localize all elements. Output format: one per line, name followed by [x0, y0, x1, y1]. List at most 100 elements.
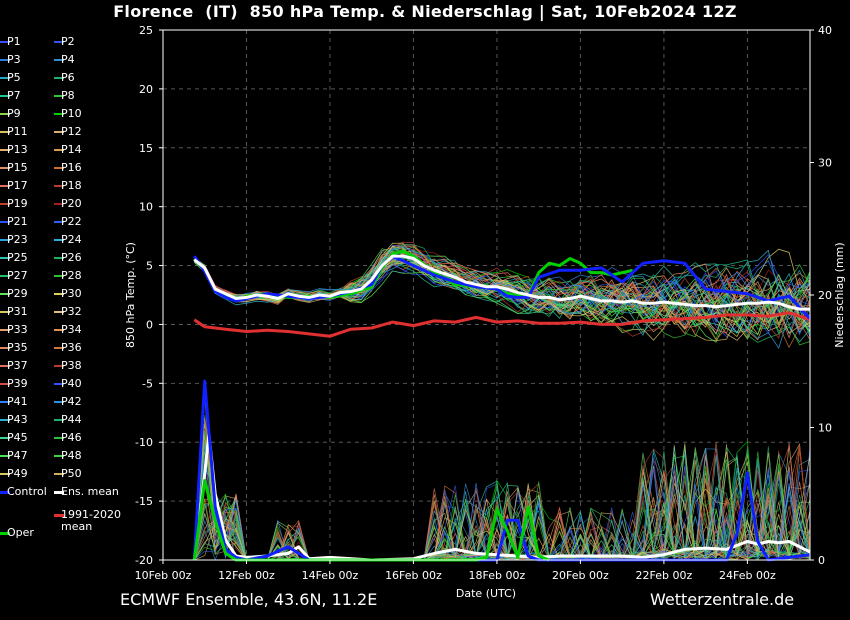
- legend-swatch: [54, 311, 64, 313]
- y-tick-label-right: 0: [818, 554, 825, 567]
- highlighted-series: [192, 249, 812, 562]
- legend-swatch: [0, 329, 10, 331]
- x-tick-label: 22Feb 00z: [636, 569, 693, 582]
- legend-label: P42: [61, 395, 82, 408]
- x-tick-label: 10Feb 00z: [135, 569, 192, 582]
- legend-label: P3: [7, 53, 21, 66]
- y-tick-label: 5: [146, 260, 153, 273]
- legend-swatch: [0, 401, 10, 403]
- legend-label: P39: [7, 377, 28, 390]
- precip-series-control: [192, 379, 811, 562]
- legend-label: P34: [61, 323, 82, 336]
- legend-swatch: [0, 311, 10, 313]
- legend-label: P38: [61, 359, 82, 372]
- y-axis-label: 850 hPa Temp. (°C): [124, 242, 137, 348]
- x-tick-label: 16Feb 00z: [385, 569, 442, 582]
- legend-swatch: [54, 514, 64, 518]
- legend-swatch: [0, 221, 10, 223]
- precip-series-oper: [192, 479, 550, 562]
- legend-label: P48: [61, 449, 82, 462]
- legend-label: P17: [7, 179, 28, 192]
- y-tick-label: -15: [135, 495, 153, 508]
- legend-swatch: [0, 455, 10, 457]
- legend-label: P24: [61, 233, 82, 246]
- x-tick-label: 14Feb 00z: [302, 569, 359, 582]
- legend-label: P5: [7, 71, 21, 84]
- y-tick-label-right: 20: [818, 289, 832, 302]
- legend-swatch: [0, 167, 10, 169]
- legend-label: P8: [61, 89, 75, 102]
- legend-label: P23: [7, 233, 28, 246]
- legend-label: P31: [7, 305, 28, 318]
- legend-swatch: [54, 383, 64, 385]
- legend-label: P1: [7, 35, 21, 48]
- y-tick-label: 20: [139, 83, 153, 96]
- legend-swatch: [54, 455, 64, 457]
- ensemble-precip-line: [193, 388, 811, 561]
- x-tick-label: 24Feb 00z: [719, 569, 776, 582]
- legend-swatch: [54, 401, 64, 403]
- legend-swatch: [0, 437, 10, 439]
- legend-swatch: [0, 275, 10, 277]
- legend-swatch: [0, 383, 10, 385]
- legend-label: P29: [7, 287, 28, 300]
- legend-swatch: [54, 77, 64, 79]
- legend-swatch: [0, 131, 10, 133]
- legend-label: P22: [61, 215, 82, 228]
- legend-swatch: [54, 473, 64, 475]
- legend-label: P26: [61, 251, 82, 264]
- legend-swatch: [54, 419, 64, 421]
- legend-swatch: [54, 293, 64, 295]
- y-tick-label: 25: [139, 24, 153, 37]
- legend-label: P50: [61, 467, 82, 480]
- ensemble-temp-line: [194, 249, 811, 319]
- legend-swatch: [0, 347, 10, 349]
- legend-label: P45: [7, 431, 28, 444]
- y-tick-label: -5: [142, 377, 153, 390]
- legend-label: P12: [61, 125, 82, 138]
- y-tick-label: 0: [146, 318, 153, 331]
- legend-swatch: [54, 365, 64, 367]
- legend-label: Oper: [7, 526, 34, 540]
- legend-swatch: [0, 473, 10, 475]
- legend-swatch: [0, 419, 10, 421]
- y-tick-label: -20: [135, 554, 153, 567]
- legend-label: P33: [7, 323, 28, 336]
- legend-label: P9: [7, 107, 21, 120]
- legend-swatch: [0, 491, 10, 494]
- legend-swatch: [0, 95, 10, 97]
- legend-label: P41: [7, 395, 28, 408]
- legend-swatch: [54, 95, 64, 97]
- legend-label: P6: [61, 71, 75, 84]
- legend-swatch: [0, 77, 10, 79]
- legend-swatch: [54, 149, 64, 151]
- legend-swatch: [54, 239, 64, 241]
- legend-label: P14: [61, 143, 82, 156]
- x-tick-label: 12Feb 00z: [218, 569, 275, 582]
- legend-label: P43: [7, 413, 28, 426]
- legend-label: P18: [61, 179, 82, 192]
- legend-swatch: [54, 221, 64, 223]
- legend-swatch: [0, 203, 10, 205]
- ensemble-precip-line: [193, 443, 811, 561]
- ensemble-temp-line: [194, 253, 811, 333]
- temp-series-ens-mean: [193, 254, 810, 311]
- y-tick-label: 10: [139, 201, 153, 214]
- legend-label: P28: [61, 269, 82, 282]
- temp-series-control: [193, 254, 812, 320]
- legend-label: 1991-2020 mean: [61, 508, 121, 534]
- legend-label: P49: [7, 467, 28, 480]
- legend-swatch: [54, 257, 64, 259]
- ensemble-precip-line: [193, 448, 811, 561]
- legend-swatch: [54, 41, 64, 43]
- legend-swatch: [54, 329, 64, 331]
- legend-label: Ens. mean: [61, 485, 119, 498]
- legend-swatch: [54, 59, 64, 61]
- y-tick-label: 15: [139, 142, 153, 155]
- legend-label: P2: [61, 35, 75, 48]
- axes: -20 -15 -10 -5 0 5 10 15 20 25 0 10 20 30 40 10Feb 00z 1…: [135, 24, 832, 582]
- x-tick-label: 18Feb 00z: [469, 569, 526, 582]
- y-tick-label-right: 10: [818, 422, 832, 435]
- x-tick-label: 20Feb 00z: [552, 569, 609, 582]
